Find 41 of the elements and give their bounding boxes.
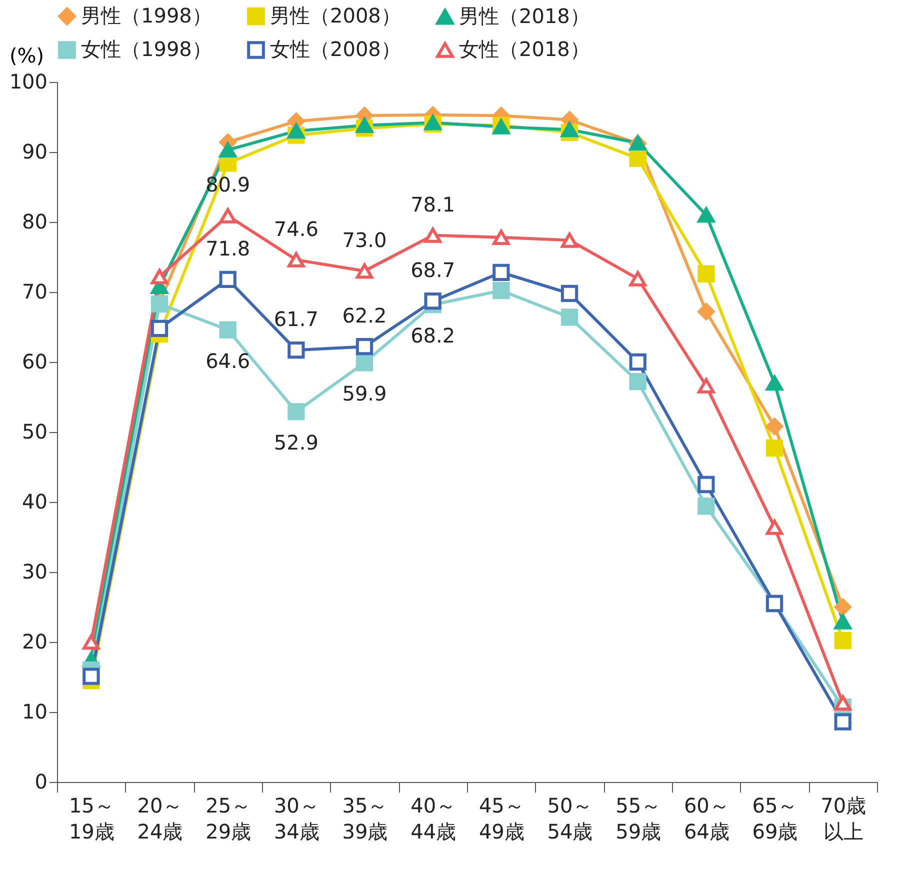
legend-label: 男性（1998）: [81, 3, 212, 28]
x-tick-label: 25～29歳: [206, 794, 252, 844]
y-tick-label: 70: [22, 280, 48, 304]
y-tick-label: 0: [34, 770, 48, 794]
x-tick-label: 35～39歳: [342, 794, 388, 844]
data-label: 64.6: [206, 348, 250, 373]
data-label: 68.7: [410, 258, 456, 282]
x-tick-label: 20～24歳: [137, 794, 183, 844]
x-tick-label: 45～49歳: [478, 794, 524, 844]
data-label: 78.1: [410, 192, 456, 216]
legend-label: 女性（1998）: [81, 37, 212, 61]
y-tick-label: 90: [22, 140, 48, 164]
y-tick-label: 60: [22, 350, 48, 374]
y-tick-label: 80: [22, 210, 48, 234]
data-label: 61.7: [274, 307, 318, 332]
data-label: 68.2: [410, 324, 456, 348]
x-tick-label: 15～19歳: [68, 794, 114, 844]
x-tick-label: 50～54歳: [547, 794, 593, 844]
data-label: 59.9: [342, 382, 387, 406]
x-tick-label: 55～59歳: [616, 794, 662, 844]
data-label: 52.9: [274, 430, 318, 455]
data-label: 73.0: [342, 228, 387, 252]
x-tick-label: 30～34歳: [274, 794, 320, 844]
y-axis-title: (%): [10, 44, 44, 68]
legend-label: 男性（2008）: [270, 3, 401, 28]
y-tick-label: 100: [9, 70, 48, 94]
data-label: 62.2: [342, 304, 387, 328]
y-tick-label: 10: [22, 700, 48, 724]
y-tick-label: 20: [22, 630, 48, 654]
legend-label: 女性（2008）: [270, 37, 401, 61]
x-tick-label: 70歳以上: [820, 794, 866, 844]
legend-label: 男性（2018）: [459, 4, 590, 28]
y-tick-label: 40: [22, 490, 48, 514]
y-tick-label: 50: [22, 420, 48, 444]
x-tick-label: 65～69歳: [752, 794, 798, 844]
x-tick-label: 60～64歳: [684, 794, 730, 844]
data-label: 71.8: [206, 236, 250, 260]
y-tick-label: 30: [22, 560, 48, 584]
x-tick-label: 40～44歳: [410, 794, 456, 844]
data-label: 74.6: [274, 216, 318, 241]
legend-label: 女性（2018）: [459, 37, 590, 61]
